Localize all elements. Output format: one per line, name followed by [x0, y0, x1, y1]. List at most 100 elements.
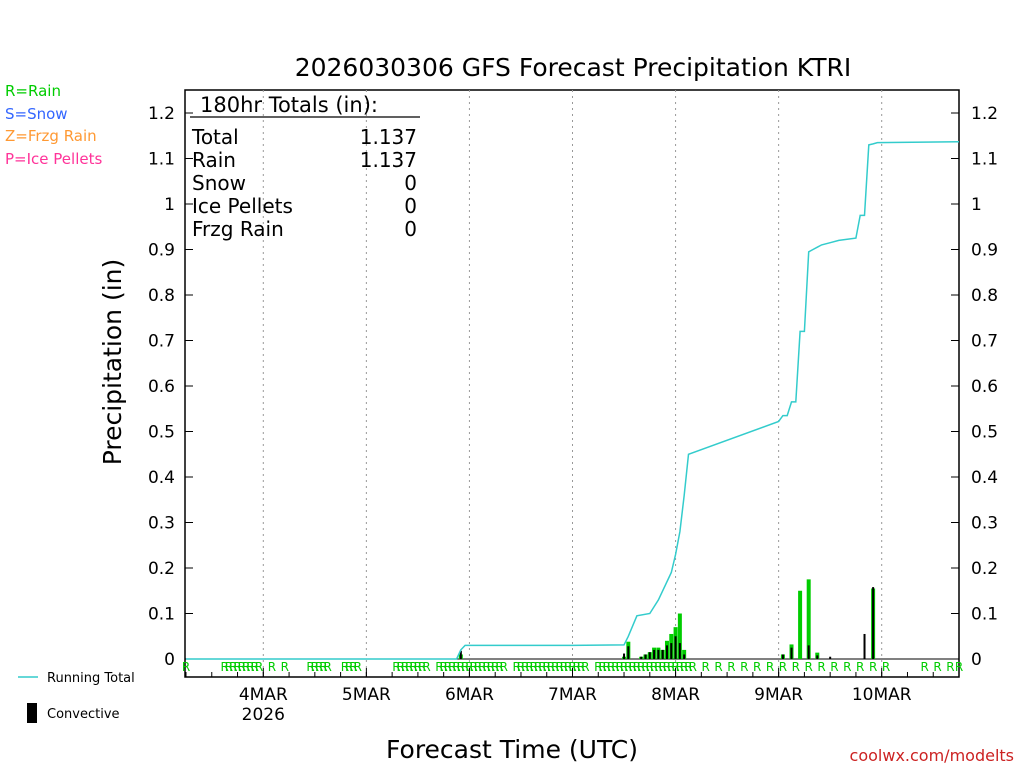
precip-type-marker-13: R — [311, 660, 319, 674]
precip-type-marker-43: R — [495, 660, 503, 674]
precip-type-marker-91: R — [779, 660, 787, 674]
precip-type-marker-38: R — [474, 660, 482, 674]
precip-type-marker-100: R — [920, 660, 928, 674]
precip-type-marker-78: R — [663, 660, 671, 674]
precip-type-marker-92: R — [792, 660, 800, 674]
precip-type-marker-5: R — [238, 660, 246, 674]
precip-type-marker-47: R — [521, 660, 529, 674]
totals-row-value: 1.137 — [360, 148, 417, 172]
legend-convective: Convective — [47, 707, 120, 722]
totals-row-label: Rain — [192, 148, 236, 172]
x-axis-label: Forecast Time (UTC) — [386, 735, 638, 764]
y-tick-label-right: 0.1 — [971, 605, 998, 625]
convective-bar-14 — [781, 654, 784, 659]
precip-type-marker-90: R — [766, 660, 774, 674]
y-tick-label-left: 0 — [164, 650, 175, 670]
convective-bar-9 — [665, 645, 668, 659]
precip-type-marker-79: R — [667, 660, 675, 674]
legend-snow: S=Snow — [5, 105, 68, 123]
precip-type-marker-95: R — [830, 660, 838, 674]
y-tick-label-left: 0.7 — [148, 332, 175, 352]
precip-type-marker-77: R — [659, 660, 667, 674]
y-tick-label-right: 0.4 — [971, 468, 998, 488]
convective-bar-7 — [657, 649, 660, 659]
precip-type-marker-6: R — [242, 660, 250, 674]
precip-type-marker-87: R — [727, 660, 735, 674]
convective-bar-0 — [459, 650, 462, 659]
precip-type-marker-96: R — [843, 660, 851, 674]
y-tick-label-left: 0.4 — [148, 468, 175, 488]
precip-type-marker-45: R — [513, 660, 521, 674]
precip-type-marker-3: R — [229, 660, 237, 674]
precip-type-marker-39: R — [478, 660, 486, 674]
y-tick-label-right: 0 — [971, 650, 982, 670]
precip-type-marker-54: R — [551, 660, 559, 674]
y-tick-label-right: 0.3 — [971, 514, 998, 534]
convective-bar-15 — [790, 647, 793, 659]
precip-type-legend: R=Rain S=Snow Z=Frzg Rain P=Ice Pellets — [5, 82, 102, 168]
convective-bar-12 — [678, 643, 681, 659]
grid-layer — [185, 90, 959, 677]
rain-bar-16 — [798, 590, 803, 659]
precip-type-marker-26: R — [414, 660, 422, 674]
totals-box: 180hr Totals (in): Total 1.137 Rain 1.137 Sn… — [190, 93, 420, 241]
totals-row-label: Frzg Rain — [192, 217, 284, 241]
precip-type-marker-51: R — [538, 660, 546, 674]
precip-type-marker-98: R — [869, 660, 877, 674]
precip-type-marker-16: R — [324, 660, 332, 674]
precip-type-marker-32: R — [448, 660, 456, 674]
precip-type-marker-41: R — [487, 660, 495, 674]
x-tick-label: 9MAR — [754, 685, 803, 705]
precip-type-marker-81: R — [676, 660, 684, 674]
y-tick-label-right: 0.8 — [971, 286, 998, 306]
x-axis: 4MAR 5MAR 6MAR 7MAR 8MAR 9MAR 10MAR 2026 — [185, 668, 960, 725]
precip-type-marker-83: R — [684, 660, 692, 674]
precip-type-marker-53: R — [547, 660, 555, 674]
precip-type-marker-8: R — [251, 660, 259, 674]
precip-type-marker-56: R — [560, 660, 568, 674]
precip-type-marker-57: R — [564, 660, 572, 674]
precip-type-marker-59: R — [573, 660, 581, 674]
rain-bar-17 — [806, 579, 811, 659]
legend-freezing-rain: Z=Frzg Rain — [5, 127, 97, 145]
y-tick-label-right: 0.9 — [971, 241, 998, 261]
precip-type-marker-35: R — [461, 660, 469, 674]
y-tick-label-right: 0.6 — [971, 377, 998, 397]
convective-bar-18 — [829, 656, 832, 659]
precip-type-marker-62: R — [594, 660, 602, 674]
y-tick-label-left: 1 — [164, 195, 175, 215]
x-tick-label: 10MAR — [852, 685, 912, 705]
precip-type-marker-52: R — [543, 660, 551, 674]
precip-type-marker-68: R — [620, 660, 628, 674]
convective-bar-11 — [674, 636, 677, 659]
convective-bar-5 — [648, 652, 651, 659]
precip-type-marker-7: R — [246, 660, 254, 674]
legend-rain: R=Rain — [5, 82, 61, 100]
x-tick-label: 6MAR — [445, 685, 494, 705]
precip-type-marker-63: R — [598, 660, 606, 674]
precip-type-marker-94: R — [817, 660, 825, 674]
precip-type-marker-85: R — [701, 660, 709, 674]
series-legend: Running Total Convective — [18, 671, 135, 723]
convective-bar-19 — [863, 633, 866, 659]
precip-type-marker-1: R — [220, 660, 228, 674]
precip-type-marker-49: R — [530, 660, 538, 674]
precip-type-marker-31: R — [444, 660, 452, 674]
convective-bars — [459, 587, 875, 659]
y-tick-label-left: 1.1 — [148, 150, 175, 170]
precip-type-marker-86: R — [714, 660, 722, 674]
totals-row-value: 0 — [404, 217, 417, 241]
precip-type-marker-19: R — [349, 660, 357, 674]
precip-type-marker-71: R — [633, 660, 641, 674]
y-tick-label-right: 1.2 — [971, 104, 998, 124]
precip-type-marker-22: R — [397, 660, 405, 674]
totals-row-label: Total — [191, 125, 239, 149]
legend-convective-swatch — [27, 703, 37, 723]
precip-type-marker-18: R — [345, 660, 353, 674]
totals-row-label: Ice Pellets — [192, 194, 293, 218]
precip-type-marker-88: R — [740, 660, 748, 674]
precip-type-marker-74: R — [646, 660, 654, 674]
x-tick-label: 4MAR — [239, 685, 288, 705]
